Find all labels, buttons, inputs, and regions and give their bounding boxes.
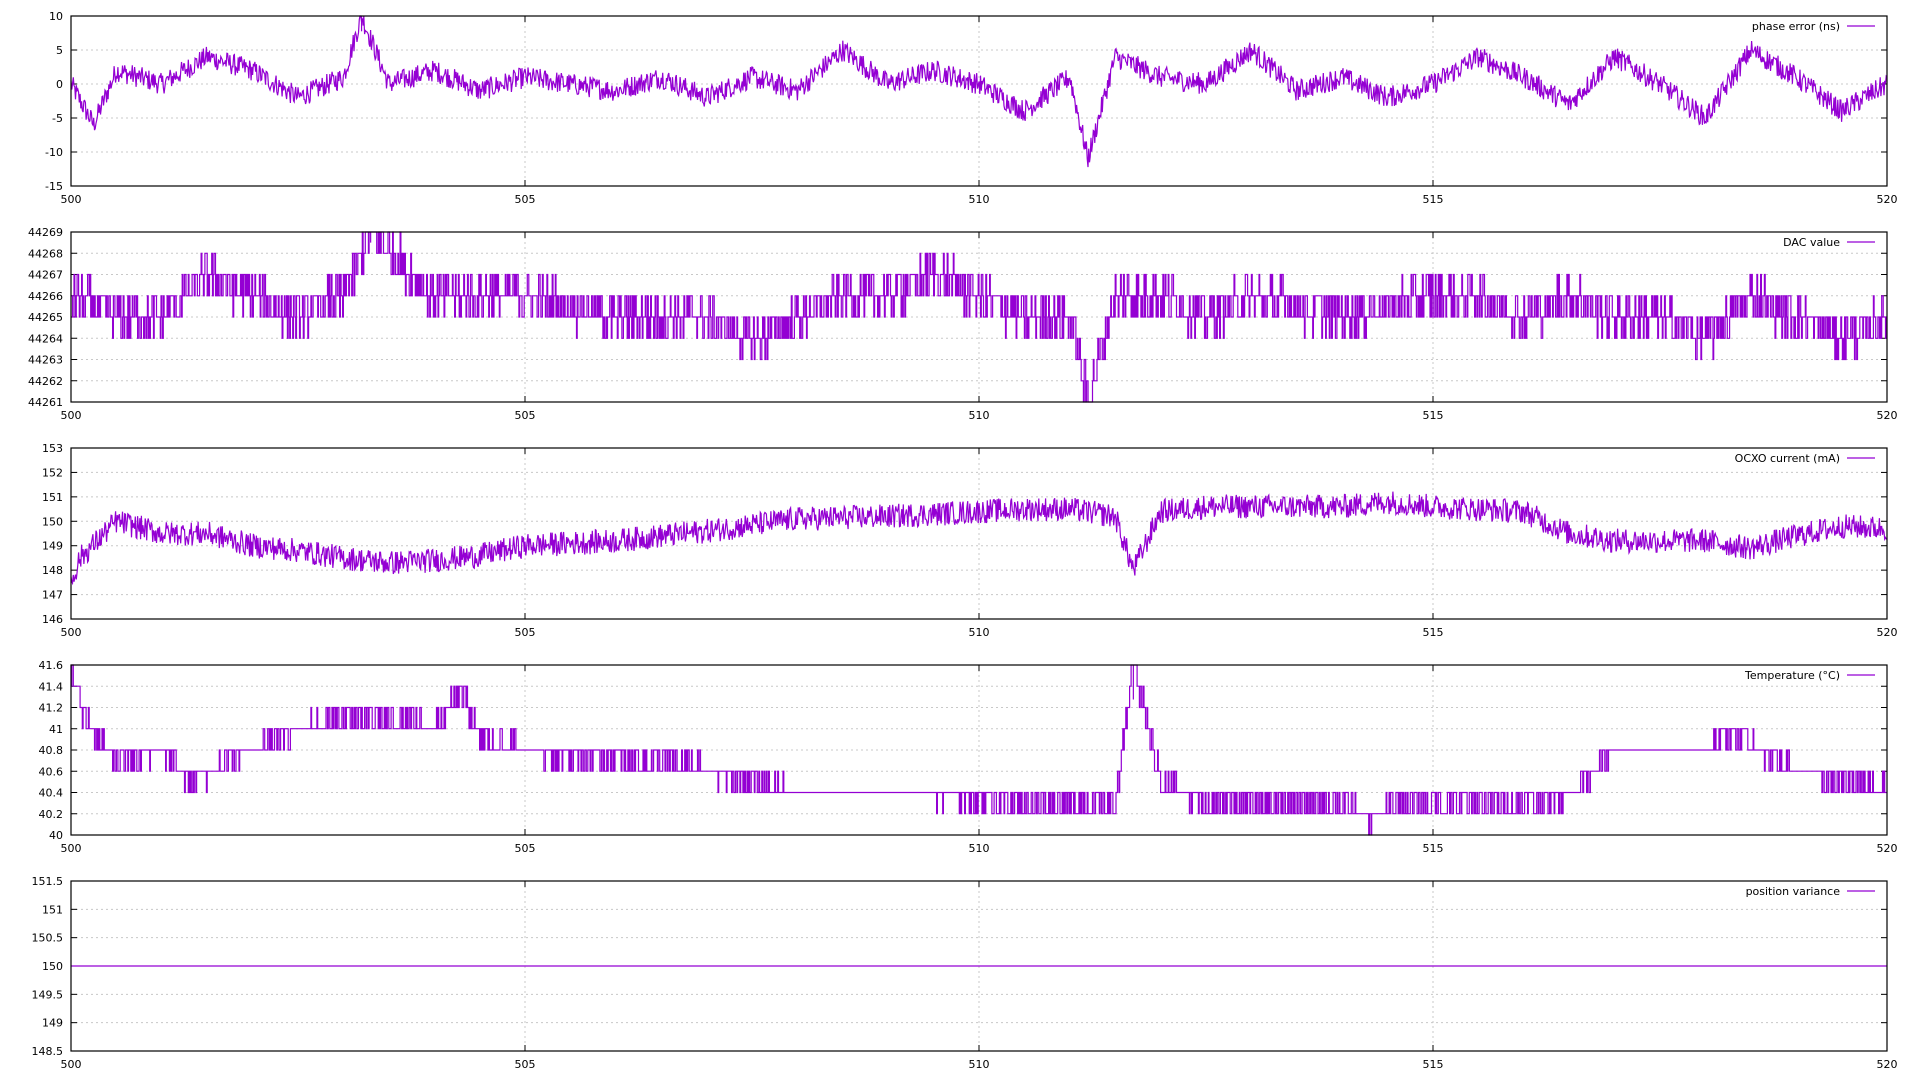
y-tick-label: 44264 xyxy=(28,332,63,345)
y-tick-label: 44267 xyxy=(28,269,63,282)
y-tick-label: 44263 xyxy=(28,354,63,367)
x-tick-label: 500 xyxy=(61,842,82,855)
y-tick-label: 41.4 xyxy=(39,680,64,693)
x-tick-label: 505 xyxy=(515,842,536,855)
x-tick-label: 515 xyxy=(1423,409,1444,422)
chart-panel-2: 500 505 510 515 520 44269 44268 44267 44266 44265… xyxy=(28,226,1898,422)
y-tick-label: 44265 xyxy=(28,311,63,324)
legend: OCXO current (mA) xyxy=(1735,452,1875,465)
y-tick-label: 150 xyxy=(42,515,63,528)
x-tick-label: 510 xyxy=(969,842,990,855)
x-tick-label: 500 xyxy=(61,626,82,639)
y-tick-label: 147 xyxy=(42,589,63,602)
y-tick-label: 40.8 xyxy=(39,744,64,757)
y-tick-label: 151 xyxy=(42,903,63,916)
x-tick-label: 515 xyxy=(1423,842,1444,855)
x-tick-label: 510 xyxy=(969,409,990,422)
series-line xyxy=(71,664,1887,836)
y-tick-label: -15 xyxy=(45,180,63,193)
y-tick-label: 150.5 xyxy=(32,932,64,945)
y-tick-label: 149 xyxy=(42,540,63,553)
y-tick-label: 40 xyxy=(49,829,63,842)
x-tick-label: 500 xyxy=(61,193,82,206)
y-tick-label: 151 xyxy=(42,491,63,504)
x-tick-label: 505 xyxy=(515,193,536,206)
x-tick-label: 520 xyxy=(1877,842,1898,855)
legend-label: OCXO current (mA) xyxy=(1735,452,1840,465)
legend: DAC value xyxy=(1783,236,1875,249)
y-tick-label: 148.5 xyxy=(32,1045,64,1058)
x-tick-label: 520 xyxy=(1877,1058,1898,1071)
legend: Temperature (°C) xyxy=(1744,669,1875,682)
y-tick-label: 146 xyxy=(42,613,63,626)
x-tick-label: 500 xyxy=(61,1058,82,1071)
legend-label: phase error (ns) xyxy=(1752,20,1840,33)
y-tick-label: 153 xyxy=(42,442,63,455)
y-tick-label: 148 xyxy=(42,564,63,577)
y-tick-label: 44268 xyxy=(28,247,63,260)
y-tick-label: 150 xyxy=(42,960,63,973)
legend-label: position variance xyxy=(1746,885,1841,898)
y-tick-label: 44269 xyxy=(28,226,63,239)
x-tick-label: 520 xyxy=(1877,626,1898,639)
x-tick-label: 510 xyxy=(969,1058,990,1071)
series-line xyxy=(70,15,1888,168)
y-tick-label: 41.6 xyxy=(39,659,64,672)
x-tick-label: 520 xyxy=(1877,193,1898,206)
y-tick-label: 40.4 xyxy=(39,787,64,800)
y-tick-label: 5 xyxy=(56,44,63,57)
y-tick-label: 40.2 xyxy=(39,808,64,821)
x-tick-label: 520 xyxy=(1877,409,1898,422)
chart-panel-4: 500 505 510 515 520 41.6 41.4 41.2 41 40.8 40.6 40.… xyxy=(39,659,1898,855)
x-tick-label: 500 xyxy=(61,409,82,422)
y-tick-label: 41 xyxy=(49,723,63,736)
x-tick-label: 515 xyxy=(1423,193,1444,206)
x-tick-label: 510 xyxy=(969,193,990,206)
x-tick-label: 515 xyxy=(1423,1058,1444,1071)
x-tick-label: 505 xyxy=(515,409,536,422)
plot-frame xyxy=(70,880,1888,1052)
y-tick-label: 44266 xyxy=(28,290,63,303)
y-tick-label: 149 xyxy=(42,1017,63,1030)
y-tick-label: -5 xyxy=(52,112,63,125)
y-tick-label: 151.5 xyxy=(32,875,64,888)
y-tick-label: 44261 xyxy=(28,396,63,409)
y-tick-label: 41.2 xyxy=(39,702,64,715)
series-line xyxy=(70,491,1888,586)
plot-frame xyxy=(70,447,1888,620)
x-tick-label: 515 xyxy=(1423,626,1444,639)
chart-panel-3: 500 505 510 515 520 153 152 151 150 149 148 147 146 O… xyxy=(42,442,1898,639)
y-tick-label: -10 xyxy=(45,146,63,159)
plot-frame xyxy=(70,15,1888,187)
y-tick-label: 0 xyxy=(56,78,63,91)
legend-label: Temperature (°C) xyxy=(1744,669,1840,682)
y-tick-label: 149.5 xyxy=(32,988,64,1001)
y-tick-label: 152 xyxy=(42,466,63,479)
y-tick-label: 10 xyxy=(49,10,63,23)
chart-panel-5: 500 505 510 515 520 151.5 151 150.5 150 149.5 149 1… xyxy=(32,875,1898,1071)
legend: position variance xyxy=(1746,885,1875,898)
y-tick-label: 44262 xyxy=(28,375,63,388)
x-tick-label: 505 xyxy=(515,626,536,639)
x-tick-label: 505 xyxy=(515,1058,536,1071)
x-tick-label: 510 xyxy=(969,626,990,639)
y-tick-label: 40.6 xyxy=(39,765,64,778)
legend: phase error (ns) xyxy=(1752,20,1875,33)
legend-label: DAC value xyxy=(1783,236,1840,249)
plot-frame xyxy=(70,231,1888,403)
chart-panel-1: 500 505 510 515 520 10 5 0 -5 -10 -15 phase error (… xyxy=(45,10,1897,206)
plot-frame xyxy=(70,664,1888,836)
